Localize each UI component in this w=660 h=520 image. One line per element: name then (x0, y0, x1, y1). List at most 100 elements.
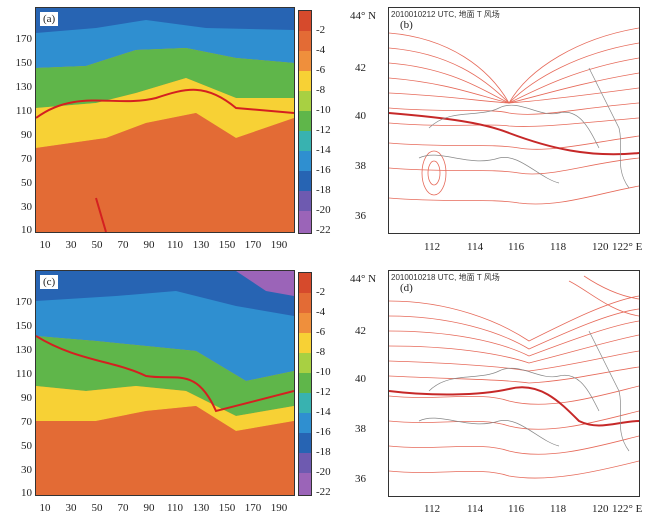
y-tick: 110 (15, 105, 32, 117)
colorbar-swatch (299, 473, 311, 495)
lon-tick: 116 (508, 241, 525, 253)
colorbar-swatch (299, 433, 311, 453)
x-tick: 10 (39, 502, 51, 514)
panel-d-map (389, 275, 639, 479)
colorbar-swatch (299, 373, 311, 393)
lat-tick: 44° N (350, 273, 377, 285)
x-tick: 10 (39, 239, 51, 251)
panel-d-plot: (d) 2010010218 UTC, 地面 T 风场 (388, 270, 640, 497)
lat-tick: 38 (355, 423, 366, 435)
colorbar-label: -8 (316, 84, 326, 96)
colorbar-swatch (299, 171, 311, 191)
lon-tick: 120 (592, 503, 609, 515)
colorbar-label: -14 (316, 144, 331, 156)
colorbar-label: -20 (316, 466, 331, 478)
y-tick: 30 (21, 201, 32, 213)
colorbar-swatch (299, 393, 311, 413)
y-tick: 110 (15, 368, 32, 380)
x-tick: 30 (65, 239, 77, 251)
y-tick: 170 (15, 33, 33, 45)
x-tick: 130 (192, 239, 210, 251)
y-tick: 150 (15, 57, 33, 69)
panel-b-header: 2010010212 UTC, 地面 T 风场 (391, 10, 500, 19)
colorbar-label: -8 (316, 346, 326, 358)
panel-c-field (36, 271, 294, 495)
y-tick: 170 (15, 296, 33, 308)
lat-tick: 40 (355, 110, 366, 122)
colorbar-label: -22 (316, 224, 331, 236)
y-tick: 130 (15, 344, 33, 356)
colorbar-swatch (299, 293, 311, 313)
colorbar-swatch (299, 31, 311, 51)
panel-b-plot: (b) 2010010212 UTC, 地面 T 风场 (388, 7, 640, 234)
colorbar-swatch (299, 353, 311, 373)
colorbar-label: -12 (316, 386, 331, 398)
lon-tick: 122° E (612, 241, 643, 253)
colorbar-label: -22 (316, 486, 331, 498)
lat-tick: 36 (355, 473, 366, 485)
x-tick: 170 (244, 502, 262, 514)
colorbar-label: -20 (316, 204, 331, 216)
x-tick: 130 (192, 502, 210, 514)
y-tick: 130 (15, 81, 33, 93)
colorbar-label: -2 (316, 24, 326, 36)
lat-tick: 42 (355, 325, 366, 337)
lat-tick: 44° N (350, 10, 377, 22)
y-tick: 10 (21, 487, 32, 499)
panel-b-map (389, 27, 639, 205)
lon-tick: 120 (592, 241, 609, 253)
panel-a-label: (a) (40, 12, 59, 26)
colorbar-label: -14 (316, 406, 331, 418)
lon-tick: 118 (550, 503, 567, 515)
colorbar-a (298, 10, 312, 234)
panel-b-label: (b) (397, 18, 416, 32)
colorbar-swatch (299, 333, 311, 353)
colorbar-label: -10 (316, 366, 331, 378)
lon-tick: 122° E (612, 503, 643, 515)
x-tick: 190 (270, 239, 288, 251)
colorbar-label: -2 (316, 286, 326, 298)
colorbar-label: -10 (316, 104, 331, 116)
colorbar-label: -6 (316, 326, 326, 338)
x-tick: 110 (166, 239, 184, 251)
colorbar-swatch (299, 313, 311, 333)
x-tick: 110 (166, 502, 184, 514)
panel-a-plot: (a) (35, 7, 295, 233)
lon-tick: 114 (467, 503, 484, 515)
lat-tick: 42 (355, 62, 366, 74)
colorbar-label: -18 (316, 446, 331, 458)
y-tick: 150 (15, 320, 33, 332)
y-tick: 90 (21, 129, 32, 141)
x-tick: 150 (218, 502, 236, 514)
colorbar-swatch (299, 453, 311, 473)
x-tick: 50 (91, 502, 103, 514)
lon-tick: 112 (424, 241, 441, 253)
colorbar-label: -6 (316, 64, 326, 76)
x-tick: 170 (244, 239, 262, 251)
colorbar-swatch (299, 191, 311, 211)
colorbar-swatch (299, 51, 311, 71)
panel-d-header: 2010010218 UTC, 地面 T 风场 (391, 273, 500, 282)
lon-tick: 114 (467, 241, 484, 253)
y-tick: 70 (21, 416, 32, 428)
lat-tick: 40 (355, 373, 366, 385)
lon-tick: 116 (508, 503, 525, 515)
x-tick: 90 (143, 239, 155, 251)
colorbar-swatch (299, 91, 311, 111)
panel-d-label: (d) (397, 281, 416, 295)
colorbar-swatch (299, 413, 311, 433)
colorbar-swatch (299, 151, 311, 171)
colorbar-swatch (299, 111, 311, 131)
lat-tick: 36 (355, 210, 366, 222)
y-tick: 70 (21, 153, 32, 165)
colorbar-swatch (299, 273, 311, 293)
y-tick: 50 (21, 177, 32, 189)
lon-tick: 112 (424, 503, 441, 515)
panel-a-field (36, 8, 294, 232)
x-tick: 50 (91, 239, 103, 251)
panel-c-label: (c) (40, 275, 59, 289)
x-tick: 150 (218, 239, 236, 251)
lon-tick: 118 (550, 241, 567, 253)
y-tick: 90 (21, 392, 32, 404)
y-tick: 10 (21, 224, 32, 236)
